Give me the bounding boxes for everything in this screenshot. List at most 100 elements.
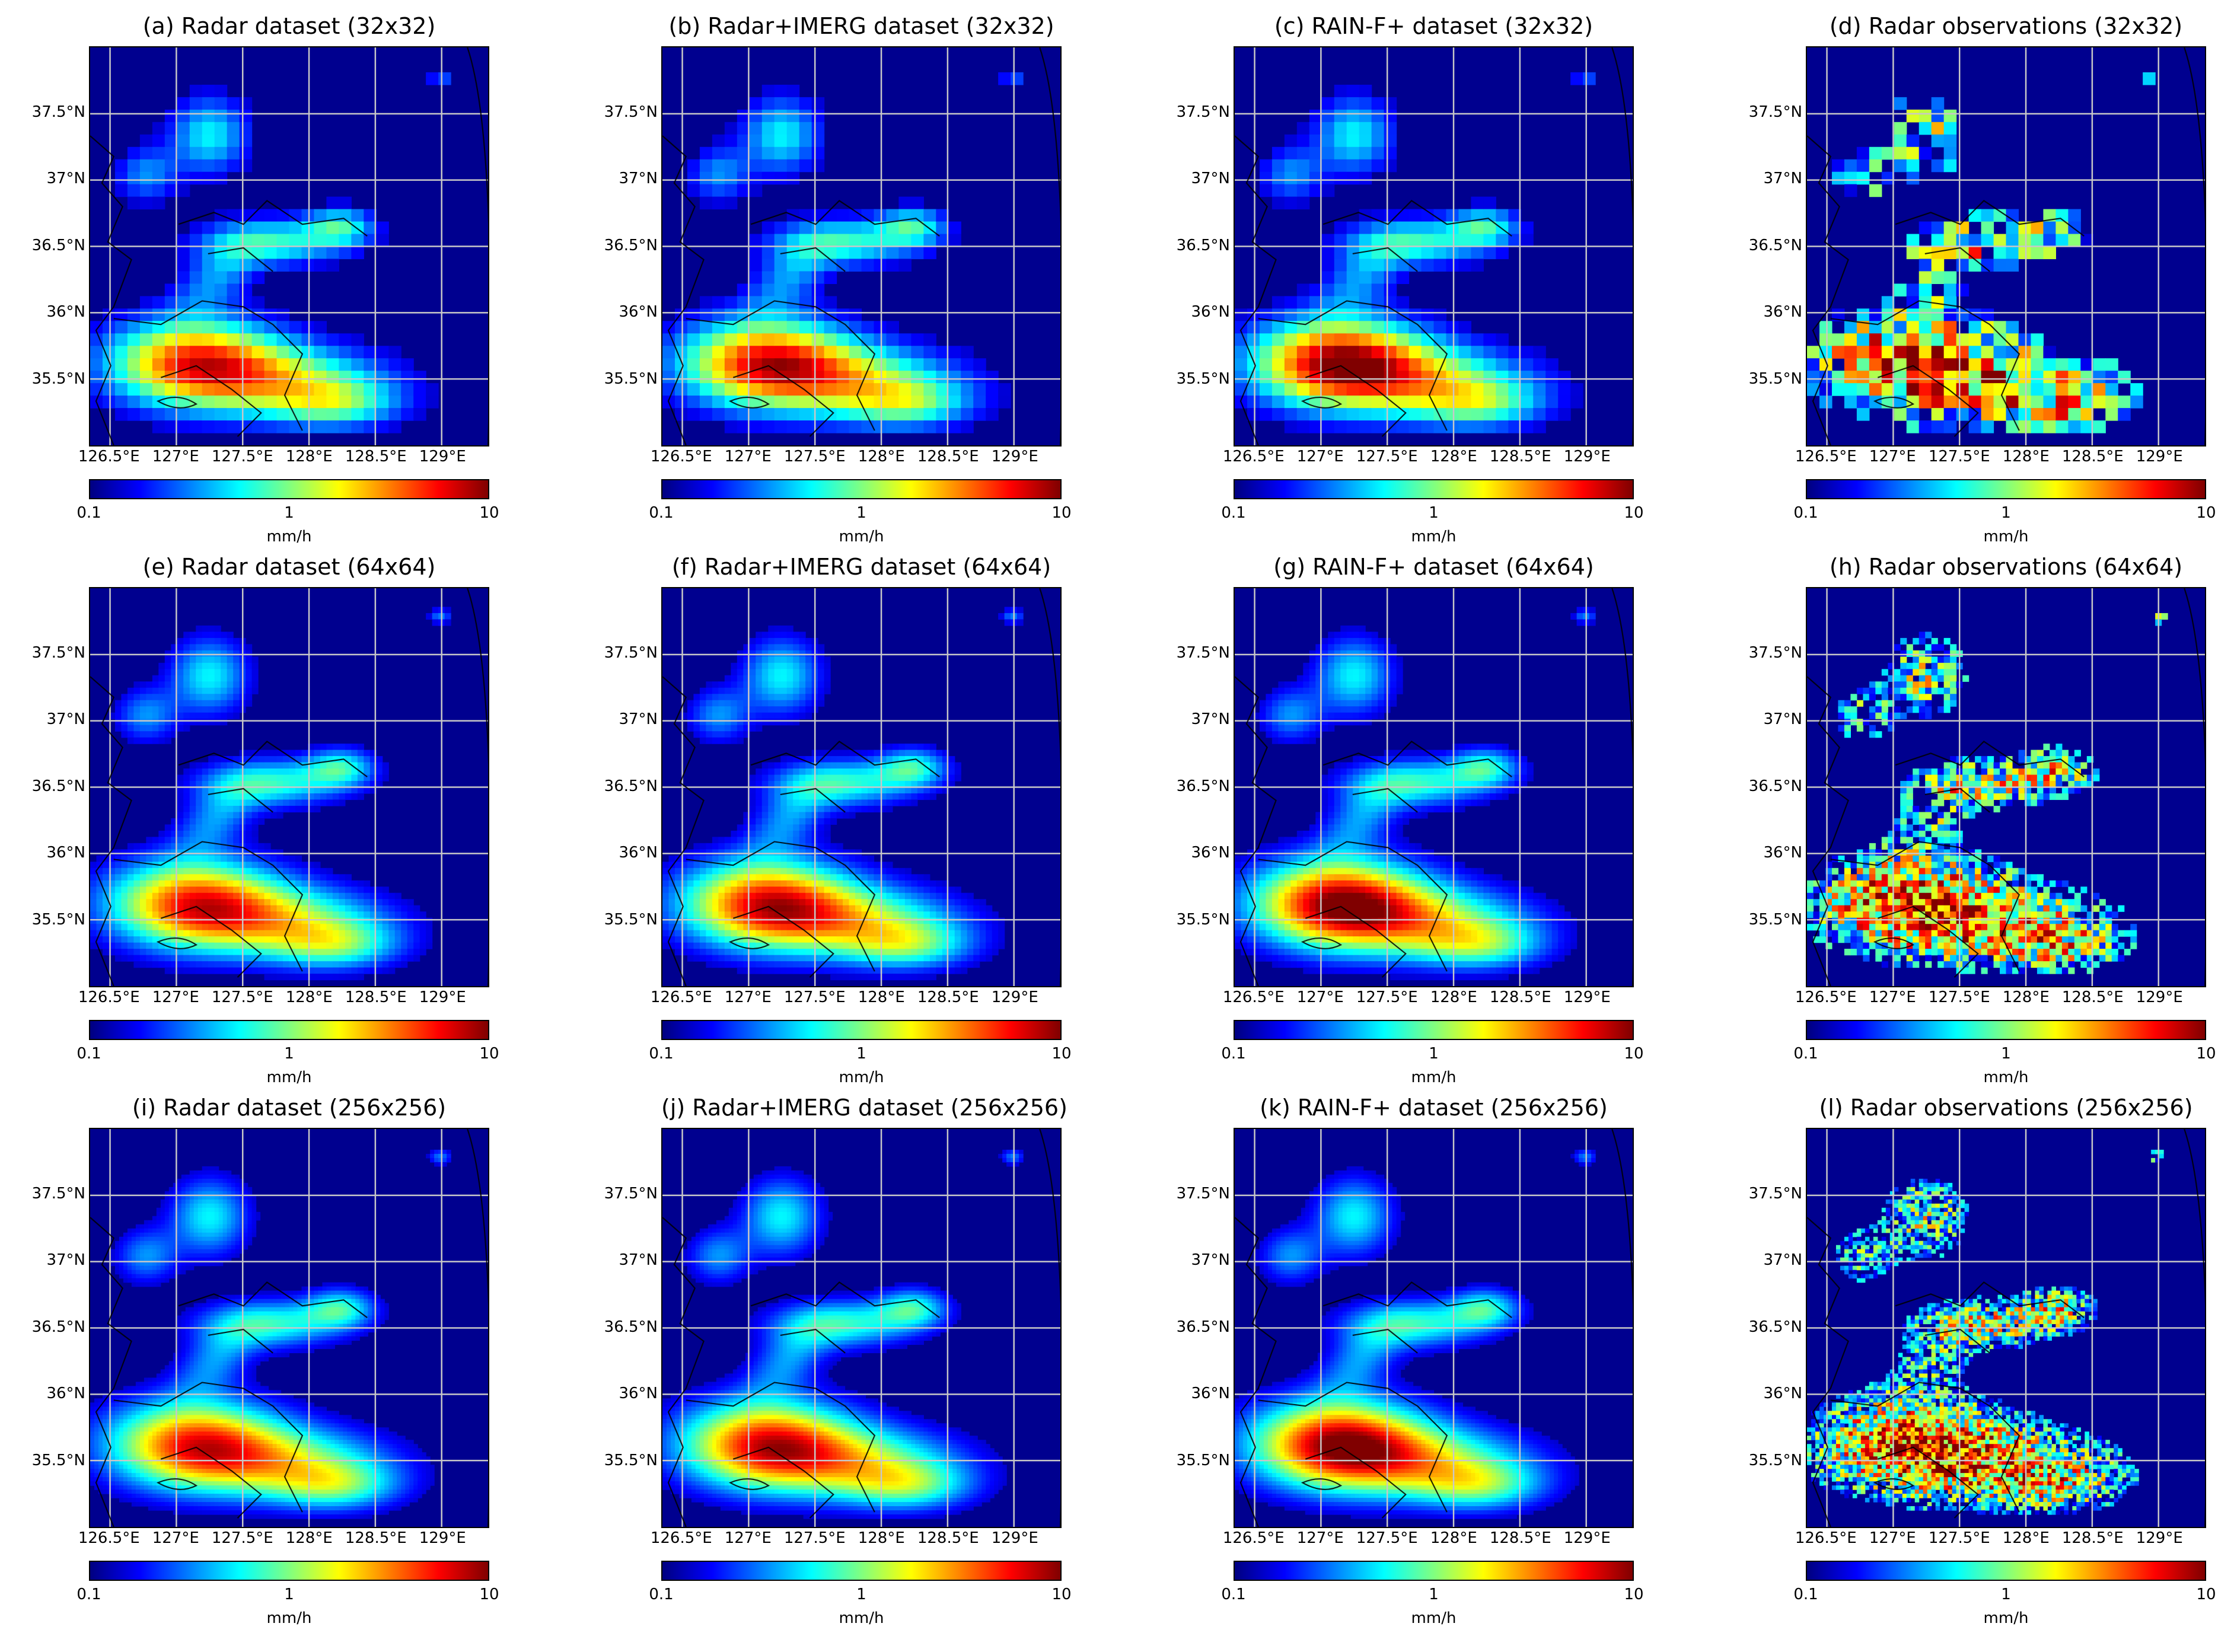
longitude-tick-label: 127.5°E bbox=[1356, 448, 1418, 465]
colorbar-tick-label: 1 bbox=[284, 1586, 294, 1603]
longitude-tick-label: 126.5°E bbox=[1795, 448, 1857, 465]
latitude-tick-label: 37.5°N bbox=[32, 1185, 85, 1203]
latitude-tick-label: 36°N bbox=[1763, 303, 1802, 321]
longitude-tick-label: 128°E bbox=[2003, 1529, 2050, 1547]
latitude-tick-label: 35.5°N bbox=[1177, 911, 1230, 929]
panel-title: (k) RAIN-F+ dataset (256x256) bbox=[1234, 1095, 1634, 1121]
longitude-tick-label: 129°E bbox=[2136, 1529, 2183, 1547]
latitude-tick-label: 36°N bbox=[619, 844, 658, 862]
colorbar bbox=[89, 1561, 489, 1581]
colorbar-tick-label: 1 bbox=[1429, 504, 1439, 522]
colorbar bbox=[1806, 1561, 2206, 1581]
latitude-tick-label: 37.5°N bbox=[1749, 644, 1802, 662]
rainfall-heatmap bbox=[90, 588, 488, 986]
colorbar-tick-label: 10 bbox=[1051, 1586, 1071, 1603]
longitude-tick-label: 126.5°E bbox=[1795, 988, 1857, 1006]
longitude-tick-label: 126.5°E bbox=[1223, 988, 1285, 1006]
latitude-tick-label: 37°N bbox=[1763, 710, 1802, 728]
colorbar-unit-label: mm/h bbox=[1411, 1609, 1457, 1627]
longitude-tick-label: 127.5°E bbox=[212, 988, 273, 1006]
longitude-tick-label: 127.5°E bbox=[1929, 988, 1990, 1006]
colorbar-tick-label: 1 bbox=[2001, 1586, 2011, 1603]
rainfall-map bbox=[1234, 1128, 1634, 1528]
latitude-tick-label: 36.5°N bbox=[604, 237, 658, 254]
colorbar-gradient bbox=[1235, 480, 1633, 498]
colorbar bbox=[661, 1561, 1062, 1581]
longitude-tick-label: 126.5°E bbox=[78, 448, 140, 465]
colorbar-gradient bbox=[90, 480, 488, 498]
latitude-tick-label: 36.5°N bbox=[604, 1318, 658, 1336]
latitude-tick-label: 36.5°N bbox=[1749, 777, 1802, 795]
colorbar-tick-label: 0.1 bbox=[77, 1586, 101, 1603]
longitude-tick-label: 128°E bbox=[858, 448, 905, 465]
colorbar-tick-label: 10 bbox=[1624, 504, 1643, 522]
latitude-tick-label: 37.5°N bbox=[1177, 644, 1230, 662]
longitude-tick-label: 127°E bbox=[1869, 988, 1916, 1006]
panel-title: (b) Radar+IMERG dataset (32x32) bbox=[661, 13, 1062, 39]
longitude-tick-label: 128°E bbox=[1430, 1529, 1477, 1547]
longitude-tick-label: 128.5°E bbox=[1490, 988, 1551, 1006]
colorbar bbox=[1806, 1020, 2206, 1040]
latitude-tick-label: 36°N bbox=[619, 303, 658, 321]
rainfall-map bbox=[89, 1128, 489, 1528]
rainfall-map bbox=[661, 1128, 1062, 1528]
rainfall-map bbox=[89, 587, 489, 987]
colorbar-unit-label: mm/h bbox=[267, 528, 312, 546]
longitude-tick-label: 128.5°E bbox=[917, 988, 979, 1006]
longitude-tick-label: 128.5°E bbox=[1490, 448, 1551, 465]
longitude-tick-label: 128°E bbox=[858, 988, 905, 1006]
colorbar-unit-label: mm/h bbox=[267, 1069, 312, 1086]
longitude-tick-label: 129°E bbox=[2136, 988, 2183, 1006]
panel-title: (i) Radar dataset (256x256) bbox=[89, 1095, 489, 1121]
colorbar-tick-label: 1 bbox=[284, 504, 294, 522]
longitude-tick-label: 129°E bbox=[419, 988, 466, 1006]
longitude-tick-label: 129°E bbox=[419, 448, 466, 465]
map-panel: (c) RAIN-F+ dataset (32x32) 37.5°N 37°N 36.… bbox=[1177, 13, 1644, 550]
latitude-tick-label: 37°N bbox=[1191, 710, 1230, 728]
latitude-tick-label: 36.5°N bbox=[1749, 1318, 1802, 1336]
longitude-tick-label: 128.5°E bbox=[2062, 1529, 2124, 1547]
longitude-tick-label: 127°E bbox=[1297, 448, 1344, 465]
colorbar-gradient bbox=[662, 1562, 1060, 1580]
colorbar-unit-label: mm/h bbox=[839, 1069, 884, 1086]
longitude-tick-label: 128°E bbox=[2003, 448, 2050, 465]
map-panel: (h) Radar observations (64x64) 37.5°N 37°N… bbox=[1749, 554, 2216, 1091]
longitude-tick-label: 127°E bbox=[152, 1529, 199, 1547]
longitude-tick-label: 129°E bbox=[2136, 448, 2183, 465]
rainfall-heatmap bbox=[662, 588, 1060, 986]
longitude-tick-label: 127.5°E bbox=[1929, 1529, 1990, 1547]
latitude-tick-label: 36°N bbox=[46, 303, 85, 321]
colorbar bbox=[661, 1020, 1062, 1040]
rainfall-map bbox=[661, 46, 1062, 447]
rainfall-heatmap bbox=[662, 1129, 1060, 1527]
colorbar-tick-label: 0.1 bbox=[1221, 1586, 1245, 1603]
longitude-tick-label: 127°E bbox=[725, 988, 772, 1006]
longitude-tick-label: 129°E bbox=[992, 988, 1038, 1006]
colorbar-tick-label: 0.1 bbox=[649, 1586, 673, 1603]
longitude-tick-label: 126.5°E bbox=[651, 988, 712, 1006]
latitude-tick-label: 35.5°N bbox=[604, 370, 658, 388]
latitude-tick-label: 36.5°N bbox=[32, 1318, 85, 1336]
longitude-tick-label: 129°E bbox=[1564, 1529, 1611, 1547]
colorbar-gradient bbox=[1807, 480, 2205, 498]
latitude-tick-label: 35.5°N bbox=[1749, 370, 1802, 388]
longitude-tick-label: 127.5°E bbox=[1929, 448, 1990, 465]
latitude-tick-label: 37°N bbox=[1191, 170, 1230, 187]
colorbar-tick-label: 10 bbox=[1051, 504, 1071, 522]
longitude-tick-label: 126.5°E bbox=[1223, 448, 1285, 465]
longitude-tick-label: 128°E bbox=[1430, 988, 1477, 1006]
longitude-tick-label: 128.5°E bbox=[1490, 1529, 1551, 1547]
longitude-tick-label: 127.5°E bbox=[1356, 988, 1418, 1006]
colorbar-gradient bbox=[90, 1021, 488, 1039]
rainfall-map bbox=[1806, 1128, 2206, 1528]
colorbar-tick-label: 10 bbox=[479, 1045, 499, 1063]
latitude-tick-label: 37°N bbox=[619, 1251, 658, 1269]
map-panel: (f) Radar+IMERG dataset (64x64) 37.5°N 37°… bbox=[604, 554, 1072, 1091]
longitude-tick-label: 126.5°E bbox=[1223, 1529, 1285, 1547]
colorbar-tick-label: 0.1 bbox=[649, 504, 673, 522]
longitude-tick-label: 127°E bbox=[725, 1529, 772, 1547]
map-panel: (b) Radar+IMERG dataset (32x32) 37.5°N 37°… bbox=[604, 13, 1072, 550]
latitude-tick-label: 37.5°N bbox=[604, 644, 658, 662]
panel-title: (h) Radar observations (64x64) bbox=[1806, 554, 2206, 580]
